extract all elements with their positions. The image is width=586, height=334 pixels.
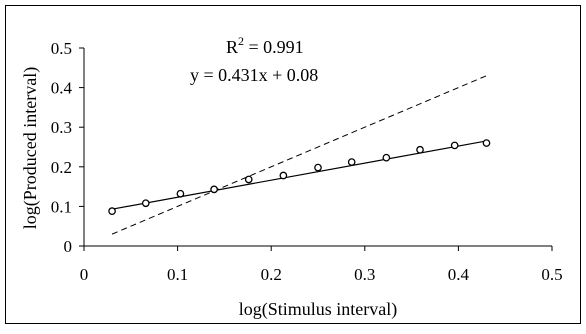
x-tick-label: 0.4 <box>448 265 470 284</box>
data-points <box>108 139 491 216</box>
x-tick-label: 0.2 <box>261 265 282 284</box>
y-tick-label: 0.4 <box>51 79 73 98</box>
y-tick-label: 0.1 <box>51 197 72 216</box>
identity-line <box>111 75 487 235</box>
data-point <box>210 185 218 194</box>
data-point <box>314 163 322 172</box>
data-point <box>382 153 391 162</box>
x-tick-label: 0.3 <box>354 265 375 284</box>
chart-frame <box>5 5 581 324</box>
data-point <box>176 189 185 198</box>
y-tick-label: 0.3 <box>51 118 72 137</box>
x-axis-ticks: 0 0.1 0.2 0.3 0.4 0.5 <box>80 246 563 284</box>
regression-line <box>111 140 487 210</box>
y-tick-label: 0 <box>64 237 73 256</box>
data-point <box>416 145 424 154</box>
data-point <box>108 207 116 216</box>
data-point <box>279 171 288 180</box>
r-squared-superscript: 2 <box>238 34 244 48</box>
data-point <box>482 139 491 147</box>
chart-lines <box>111 75 487 235</box>
y-axis-ticks: 0 0.1 0.2 0.3 0.4 0.5 <box>51 39 84 256</box>
r-squared-annotation: R2 = 0.991 <box>226 34 304 57</box>
x-tick-label: 0.5 <box>541 265 562 284</box>
data-point <box>450 141 459 150</box>
y-axis-title: log(Produced interval) <box>20 67 41 229</box>
y-tick-label: 0.5 <box>51 39 72 58</box>
x-tick-label: 0.1 <box>167 265 188 284</box>
x-axis-title: log(Stimulus interval) <box>239 299 397 320</box>
data-point <box>244 175 253 184</box>
equation-annotation: y = 0.431x + 0.08 <box>190 65 318 85</box>
x-tick-label: 0 <box>80 265 89 284</box>
y-tick-label: 0.2 <box>51 158 72 177</box>
data-point <box>141 199 150 208</box>
data-point <box>347 158 356 166</box>
